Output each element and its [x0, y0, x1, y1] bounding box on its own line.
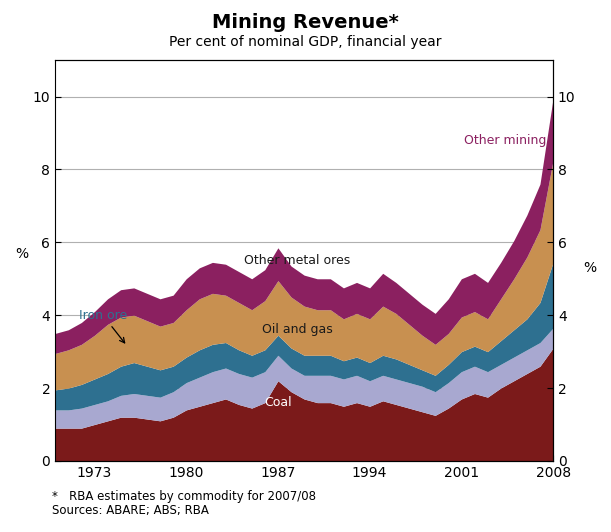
Text: Other metal ores: Other metal ores	[244, 254, 351, 267]
Y-axis label: %: %	[15, 246, 28, 261]
Text: Other mining: Other mining	[464, 134, 546, 147]
Y-axis label: %: %	[583, 261, 596, 275]
Text: Oil and gas: Oil and gas	[262, 323, 333, 336]
Text: *   RBA estimates by commodity for 2007/08: * RBA estimates by commodity for 2007/08	[52, 490, 316, 503]
Text: Per cent of nominal GDP, financial year: Per cent of nominal GDP, financial year	[169, 35, 442, 48]
Text: Sources: ABARE; ABS; RBA: Sources: ABARE; ABS; RBA	[52, 504, 209, 517]
Text: Mining Revenue*: Mining Revenue*	[212, 13, 399, 32]
Text: Iron ore: Iron ore	[79, 309, 127, 343]
Text: Coal: Coal	[264, 396, 291, 409]
